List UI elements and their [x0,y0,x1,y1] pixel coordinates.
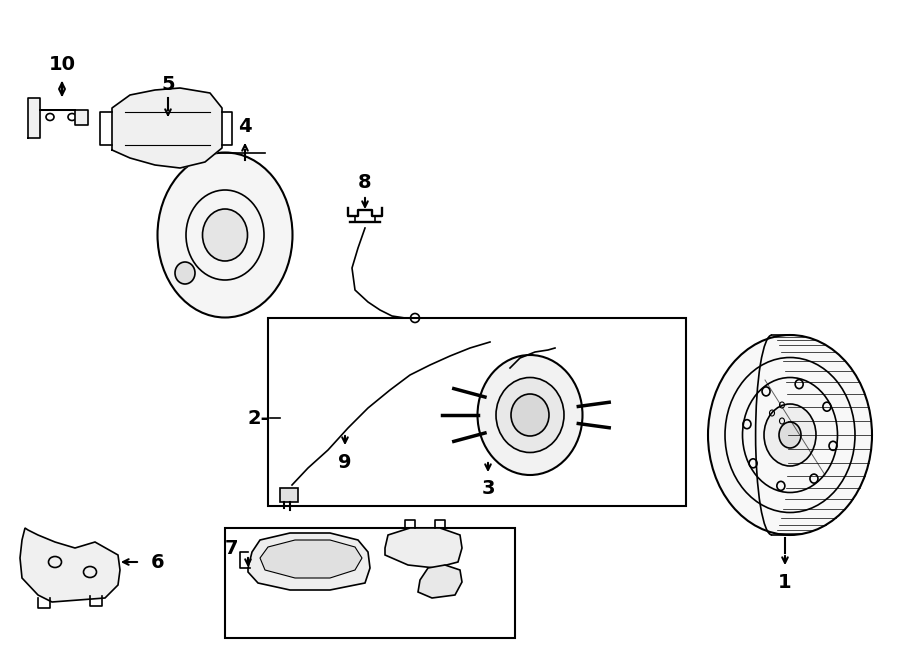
Ellipse shape [496,377,564,453]
Ellipse shape [202,209,248,261]
Ellipse shape [175,262,195,284]
Polygon shape [418,565,462,598]
Text: 10: 10 [49,56,76,75]
Polygon shape [20,528,120,602]
Ellipse shape [708,335,872,535]
Polygon shape [280,488,298,502]
Text: 4: 4 [238,118,252,137]
Text: 1: 1 [778,574,792,592]
Ellipse shape [511,394,549,436]
Polygon shape [248,533,370,590]
Text: 9: 9 [338,453,352,471]
Polygon shape [385,528,462,568]
Ellipse shape [158,153,292,317]
Text: 2-: 2- [248,408,269,428]
Ellipse shape [764,404,816,466]
Bar [225,528,515,638]
Text: 8: 8 [358,173,372,192]
Polygon shape [28,98,88,138]
Ellipse shape [478,355,582,475]
Text: 7: 7 [225,539,238,557]
Text: 3: 3 [482,479,495,498]
Polygon shape [112,88,222,168]
Text: 5: 5 [161,75,175,95]
Text: 6: 6 [151,553,165,572]
Polygon shape [260,540,362,578]
Bar [268,318,686,506]
Ellipse shape [779,422,801,448]
